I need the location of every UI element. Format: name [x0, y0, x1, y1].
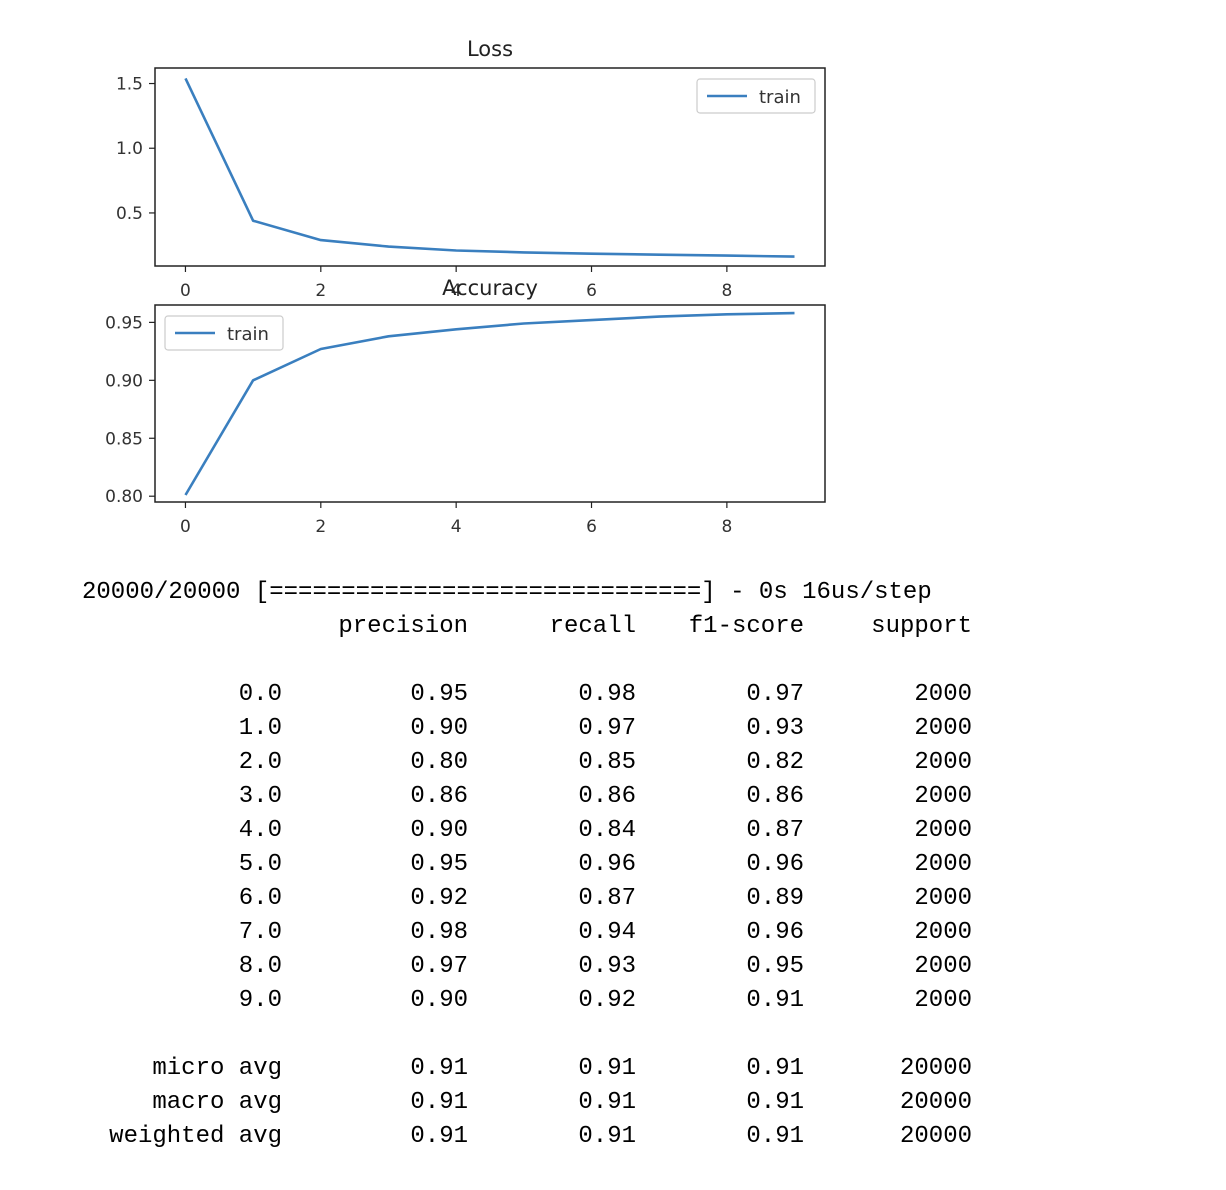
row-value: 0.80 [410, 749, 468, 776]
row-value: 0.87 [746, 817, 804, 844]
series-line-train [184, 311, 795, 496]
row-value: 2000 [914, 681, 972, 708]
row-value: 2000 [914, 885, 972, 912]
report-header-row: precision recall f1-score support [82, 610, 972, 644]
row-value: 20000 [899, 1055, 972, 1082]
row-value: 0.91 [578, 1123, 636, 1150]
row-value: 0.89 [746, 885, 804, 912]
row-value: 0.91 [578, 1055, 636, 1082]
row-value: 0.93 [746, 715, 804, 742]
legend-box [164, 315, 284, 351]
row-label: 1.0 [238, 715, 282, 742]
row-label: weighted avg [109, 1123, 282, 1150]
x-tick-label: 4 [451, 517, 462, 537]
x-tick-label: 4 [451, 281, 462, 301]
row-value: 20000 [899, 1089, 972, 1116]
header-f1-score: f1-score [688, 613, 804, 640]
x-tick-label: 0 [180, 517, 191, 537]
row-value: 2000 [914, 919, 972, 946]
legend-box [696, 78, 816, 114]
row-label: micro avg [152, 1055, 282, 1082]
y-tick-label: 1.5 [116, 75, 143, 95]
row-value: 0.87 [578, 885, 636, 912]
row-value: 0.91 [746, 987, 804, 1014]
row-label: 4.0 [238, 817, 282, 844]
row-value: 0.90 [410, 817, 468, 844]
row-value: 0.95 [746, 953, 804, 980]
row-value: 0.94 [578, 919, 636, 946]
x-tick-label: 6 [586, 281, 597, 301]
row-label: 0.0 [238, 681, 282, 708]
x-tick-label: 0 [180, 281, 191, 301]
chart-title: Loss [467, 37, 513, 61]
row-value: 2000 [914, 817, 972, 844]
row-value: 2000 [914, 953, 972, 980]
row-value: 0.92 [578, 987, 636, 1014]
row-value: 0.82 [746, 749, 804, 776]
row-value: 0.93 [578, 953, 636, 980]
row-value: 2000 [914, 749, 972, 776]
row-label: 7.0 [238, 919, 282, 946]
chart-title: Accuracy [442, 276, 538, 300]
header-recall: recall [549, 613, 636, 640]
row-value: 0.91 [578, 1089, 636, 1116]
x-tick-label: 8 [721, 517, 732, 537]
row-value: 0.97 [578, 715, 636, 742]
row-value: 2000 [914, 851, 972, 878]
y-tick-label: 0.90 [105, 371, 143, 391]
row-value: 0.97 [410, 953, 468, 980]
row-label: 3.0 [238, 783, 282, 810]
row-value: 0.92 [410, 885, 468, 912]
row-label: 9.0 [238, 987, 282, 1014]
row-value: 0.91 [410, 1089, 468, 1116]
row-value: 0.97 [746, 681, 804, 708]
row-value: 0.90 [410, 987, 468, 1014]
row-value: 0.91 [410, 1055, 468, 1082]
row-value: 0.91 [746, 1089, 804, 1116]
y-tick-label: 0.5 [116, 204, 143, 224]
row-value: 0.91 [410, 1123, 468, 1150]
x-tick-label: 2 [315, 517, 326, 537]
row-value: 0.95 [410, 681, 468, 708]
row-value: 0.95 [410, 851, 468, 878]
row-value: 0.91 [746, 1123, 804, 1150]
series-line-train [184, 77, 795, 258]
row-value: 2000 [914, 987, 972, 1014]
row-label: 5.0 [238, 851, 282, 878]
training-charts: Loss 0 2 4 6 8 0.5 1.0 1.5 train Accuracy 0 2 4 6 8 0.80… [105, 37, 826, 537]
header-precision: precision [338, 613, 468, 640]
row-value: 0.86 [578, 783, 636, 810]
row-value: 0.98 [578, 681, 636, 708]
row-value: 0.91 [746, 1055, 804, 1082]
row-value: 0.86 [746, 783, 804, 810]
row-value: 20000 [899, 1123, 972, 1150]
y-tick-label: 0.80 [105, 487, 143, 507]
row-label: macro avg [152, 1089, 282, 1116]
row-label: 6.0 [238, 885, 282, 912]
row-value: 0.84 [578, 817, 636, 844]
row-value: 0.98 [410, 919, 468, 946]
legend-label: train [759, 87, 801, 108]
x-tick-label: 8 [721, 281, 732, 301]
y-tick-label: 1.0 [116, 139, 143, 159]
y-tick-label: 0.95 [105, 313, 143, 333]
row-value: 2000 [914, 715, 972, 742]
row-label: 8.0 [238, 953, 282, 980]
row-value: 0.96 [746, 851, 804, 878]
header-support: support [871, 613, 972, 640]
row-value: 0.96 [578, 851, 636, 878]
progress-line: 20000/20000 [===========================… [82, 579, 932, 606]
row-value: 0.90 [410, 715, 468, 742]
legend-label: train [227, 324, 269, 345]
row-label: 2.0 [238, 749, 282, 776]
row-value: 0.85 [578, 749, 636, 776]
row-value: 0.86 [410, 783, 468, 810]
x-tick-label: 2 [315, 281, 326, 301]
x-tick-label: 6 [586, 517, 597, 537]
y-tick-label: 0.85 [105, 429, 143, 449]
row-value: 0.96 [746, 919, 804, 946]
row-value: 2000 [914, 783, 972, 810]
